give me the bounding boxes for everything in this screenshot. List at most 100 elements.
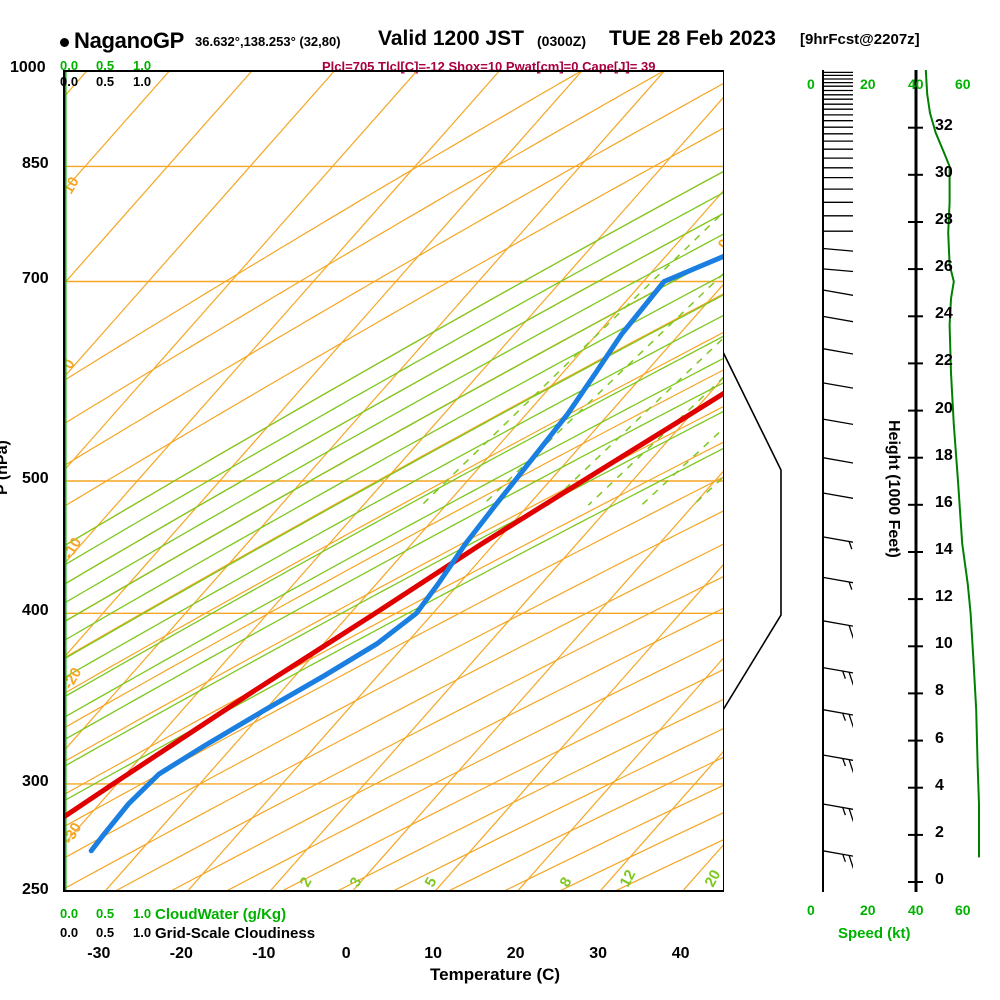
cloudwater-axis-title: CloudWater (g/Kg)	[155, 906, 287, 923]
station-name: NaganoGP	[74, 28, 185, 53]
height-tick-26: 26	[935, 258, 953, 276]
plot-frame-border	[63, 70, 723, 892]
wind-barb	[822, 536, 853, 550]
wind-barb	[823, 74, 853, 77]
pressure-tick-250: 250	[22, 881, 49, 898]
wind-barb	[823, 133, 853, 135]
temperature-tick-0: 0	[341, 945, 351, 962]
sounding-curves	[63, 253, 723, 854]
valid-time-label: Valid 1200 JST	[378, 27, 524, 50]
wind-barb	[823, 140, 853, 142]
wind-barb	[823, 167, 853, 169]
cloudiness-top-tick-2: 1.0	[133, 74, 152, 89]
speed-tick-bottom-0: 0	[807, 902, 815, 918]
height-tick-2: 2	[935, 823, 944, 841]
cloudwater-bottom-tick-1: 0.5	[96, 906, 115, 921]
wind-barb	[822, 247, 853, 252]
wind-barb	[823, 78, 853, 80]
station-coordinates: 36.632°,138.253° (32,80)	[195, 34, 341, 49]
wind-panel-shape	[723, 70, 823, 338]
pressure-tick-400: 400	[22, 602, 49, 620]
height-axis-ticks	[908, 126, 923, 883]
temperature-axis-title: Temperature (C)	[430, 965, 561, 984]
cloudiness-bottom-tick-0: 0.0	[60, 925, 79, 940]
wind-barb	[823, 215, 853, 217]
wind-barb	[822, 289, 853, 296]
temperature-tick--20: -20	[169, 945, 193, 962]
speed-axis-title: Speed (kt)	[838, 925, 911, 942]
speed-tick-bottom-40: 40	[908, 902, 924, 918]
wind-barb	[823, 108, 853, 110]
pressure-axis-title: P (hPa)	[0, 440, 11, 495]
station-marker-icon	[60, 38, 69, 47]
pressure-tick-700: 700	[22, 270, 49, 288]
height-tick-4: 4	[935, 776, 944, 794]
valid-date-label: TUE 28 Feb 2023	[609, 27, 776, 50]
speed-tick-top-0: 0	[807, 76, 815, 92]
wind-barb	[822, 666, 853, 687]
temperature-tick--10: -10	[252, 945, 276, 962]
temperature-curve	[63, 390, 723, 821]
height-tick-24: 24	[935, 305, 953, 323]
pressure-tick-300: 300	[22, 772, 49, 790]
speed-tick-top-60: 60	[955, 76, 971, 92]
wind-barb	[823, 94, 853, 96]
wind-barb-panel	[723, 70, 853, 892]
mixing-ratio-label: 12	[617, 867, 640, 890]
wind-panel-boundary	[723, 70, 782, 892]
height-tick-12: 12	[935, 588, 953, 606]
temperature-tick--30: -30	[87, 945, 111, 962]
height-tick-10: 10	[935, 635, 953, 653]
temperature-tick-20: 20	[506, 945, 525, 962]
wind-barb	[822, 709, 853, 729]
wind-barbs	[822, 71, 853, 870]
temperature-tick-30: 30	[589, 945, 608, 962]
forecast-tag: [9hrFcst@2207z]	[800, 31, 920, 48]
height-tick-28: 28	[935, 210, 953, 228]
height-tick-18: 18	[935, 446, 953, 464]
wind-barb	[822, 754, 853, 774]
wind-barb	[823, 148, 853, 150]
cloudwater-bottom-tick-0: 0.0	[60, 906, 79, 921]
pressure-tick-1000: 1000	[10, 59, 46, 76]
wind-speed-curve	[924, 70, 980, 858]
cloudiness-bottom-tick-1: 0.5	[96, 925, 115, 940]
cloudiness-top-tick-0: 0.0	[60, 74, 79, 89]
wind-barb	[823, 103, 853, 105]
wind-barb	[822, 315, 853, 323]
wind-barb	[823, 85, 853, 87]
pressure-tick-850: 850	[22, 155, 49, 173]
height-axis-title: Height (1000 Feet)	[885, 420, 902, 558]
wind-barb	[823, 188, 853, 190]
speed-tick-bottom-20: 20	[860, 902, 876, 918]
pressure-tick-500: 500	[22, 470, 49, 487]
wind-barb	[822, 418, 853, 426]
speed-tick-top-20: 20	[860, 76, 876, 92]
wind-barb	[823, 89, 853, 92]
cloudwater-bottom-tick-2: 1.0	[133, 906, 152, 921]
wind-barb	[823, 230, 853, 232]
speed-tick-bottom-60: 60	[955, 902, 971, 918]
wind-barb	[822, 576, 853, 590]
valid-time-zulu: (0300Z)	[537, 33, 587, 49]
height-tick-32: 32	[935, 116, 953, 134]
wind-barb	[823, 157, 853, 159]
temperature-tick-40: 40	[671, 945, 690, 962]
cloudiness-axis-title: Grid-Scale Cloudiness	[155, 925, 316, 942]
height-tick-0: 0	[935, 871, 944, 888]
wind-barb	[823, 71, 853, 74]
height-tick-20: 20	[935, 399, 953, 417]
cloudwater-top-tick-0: 0.0	[60, 58, 79, 73]
cloudwater-top-tick-1: 0.5	[96, 58, 115, 73]
wind-barb	[822, 803, 853, 823]
height-tick-8: 8	[935, 682, 944, 700]
moist-adiabat-lines	[63, 170, 723, 803]
dry-adiabat-label: 0	[715, 236, 723, 252]
wind-barb	[822, 620, 853, 640]
skewt-plot-area: 100-10-20-30010203023581220	[63, 70, 723, 892]
speed-height-panel	[908, 70, 980, 892]
cloudwater-top-tick-2: 1.0	[133, 58, 152, 73]
wind-barb	[822, 850, 853, 870]
wind-barb	[823, 114, 853, 116]
